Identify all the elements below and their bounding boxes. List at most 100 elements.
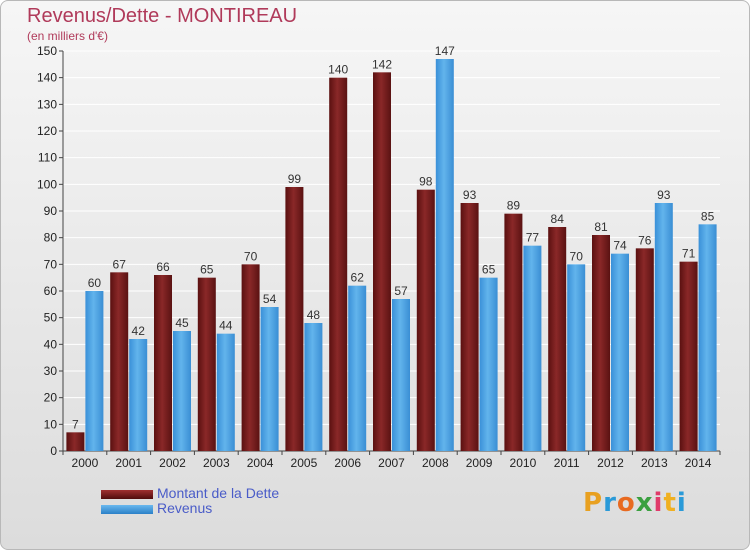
y-tick-label: 80 <box>44 231 58 245</box>
bar-revenus <box>611 253 629 451</box>
value-label-revenus: 57 <box>394 284 408 298</box>
y-tick-label: 90 <box>44 204 58 218</box>
y-tick-label: 30 <box>44 364 58 378</box>
y-tick-label: 10 <box>44 417 58 431</box>
bar-dette <box>679 261 698 451</box>
bar-dette <box>329 77 348 452</box>
logo-letter: r <box>603 488 617 518</box>
chart-title: Revenus/Dette - MONTIREAU <box>27 5 298 27</box>
value-label-revenus: 74 <box>613 239 627 253</box>
x-tick-label: 2002 <box>159 456 186 470</box>
x-tick-label: 2005 <box>291 456 318 470</box>
value-label-revenus: 77 <box>526 231 540 245</box>
bar-revenus <box>173 331 191 451</box>
value-label-dette: 71 <box>682 247 696 261</box>
logo-letter: x <box>635 488 654 518</box>
y-tick-label: 120 <box>37 124 57 138</box>
chart-subtitle: (en milliers d'€) <box>27 29 108 43</box>
x-tick-label: 2006 <box>334 456 361 470</box>
legend-swatch-dette <box>101 490 153 499</box>
logo-letter: P <box>583 488 604 518</box>
value-label-revenus: 93 <box>657 188 671 202</box>
y-tick-label: 110 <box>38 151 57 165</box>
legend-label-dette: Montant de la Dette <box>157 485 280 501</box>
y-tick-label: 140 <box>37 71 57 85</box>
value-label-dette: 98 <box>419 175 433 189</box>
bar-revenus <box>523 245 542 451</box>
value-label-revenus: 60 <box>88 276 102 290</box>
bar-revenus <box>435 59 454 451</box>
value-label-revenus: 65 <box>482 263 496 277</box>
logo-letter: o <box>616 488 636 518</box>
bar-revenus <box>260 307 279 451</box>
bar-dette <box>592 235 610 451</box>
value-label-revenus: 70 <box>570 249 584 263</box>
value-label-revenus: 42 <box>132 324 146 338</box>
value-label-dette: 142 <box>372 57 392 71</box>
value-label-dette: 76 <box>638 233 652 247</box>
bar-revenus <box>654 203 673 451</box>
value-label-dette: 84 <box>551 212 565 226</box>
bar-dette <box>154 275 172 451</box>
bar-revenus <box>479 277 498 451</box>
y-tick-label: 70 <box>44 257 58 271</box>
value-label-dette: 70 <box>244 249 258 263</box>
proxiti-logo: Proxiti <box>583 488 687 518</box>
bar-dette <box>373 72 391 451</box>
grid-lines <box>63 50 720 452</box>
bar-revenus <box>216 333 235 451</box>
x-tick-label: 2010 <box>510 456 537 470</box>
x-tick-label: 2004 <box>247 456 274 470</box>
y-tick-label: 20 <box>44 391 58 405</box>
value-label-dette: 67 <box>113 257 127 271</box>
bar-revenus <box>348 285 367 451</box>
y-tick-label: 150 <box>37 44 57 58</box>
bar-dette <box>66 432 85 451</box>
value-label-revenus: 44 <box>219 319 233 333</box>
y-tick-label: 60 <box>44 284 58 298</box>
bar-dette <box>285 187 304 451</box>
bar-revenus <box>129 339 148 451</box>
bar-revenus <box>567 264 586 451</box>
y-tick-label: 40 <box>44 337 58 351</box>
value-label-dette: 140 <box>328 63 348 77</box>
bar-dette <box>416 189 435 451</box>
x-tick-label: 2014 <box>685 456 712 470</box>
x-tick-label: 2007 <box>378 456 405 470</box>
bar-dette <box>460 203 479 451</box>
y-tick-label: 50 <box>44 311 58 325</box>
bar-dette <box>548 227 567 451</box>
value-label-dette: 66 <box>156 260 170 274</box>
bar-dette <box>635 248 654 451</box>
legend-label-revenus: Revenus <box>157 500 213 516</box>
value-label-dette: 81 <box>594 220 608 234</box>
bar-dette <box>197 277 216 451</box>
bar-revenus <box>85 291 104 451</box>
bar-revenus <box>698 224 717 451</box>
value-label-revenus: 62 <box>351 271 365 285</box>
x-tick-label: 2000 <box>72 456 99 470</box>
value-label-revenus: 54 <box>263 292 277 306</box>
logo-letter: t <box>663 488 677 518</box>
value-label-dette: 93 <box>463 188 477 202</box>
bar-revenus <box>392 299 410 451</box>
x-tick-label: 2013 <box>641 456 668 470</box>
y-tick-label: 100 <box>37 177 57 191</box>
bar-dette <box>110 272 129 451</box>
value-label-revenus: 147 <box>435 44 455 58</box>
bar-revenus <box>304 323 323 451</box>
logo-letter: i <box>653 488 664 518</box>
bar-dette <box>504 213 523 451</box>
value-label-revenus: 45 <box>175 316 189 330</box>
value-label-dette: 7 <box>72 417 79 431</box>
x-tick-label: 2001 <box>115 456 142 470</box>
x-tick-label: 2011 <box>554 456 580 470</box>
axes <box>59 50 721 455</box>
value-label-dette: 99 <box>288 172 302 186</box>
legend-swatch-revenus <box>101 505 153 514</box>
value-label-revenus: 48 <box>307 308 321 322</box>
y-tick-label: 130 <box>37 97 57 111</box>
y-tick-label: 0 <box>50 444 57 458</box>
logo-letter: i <box>676 488 687 518</box>
